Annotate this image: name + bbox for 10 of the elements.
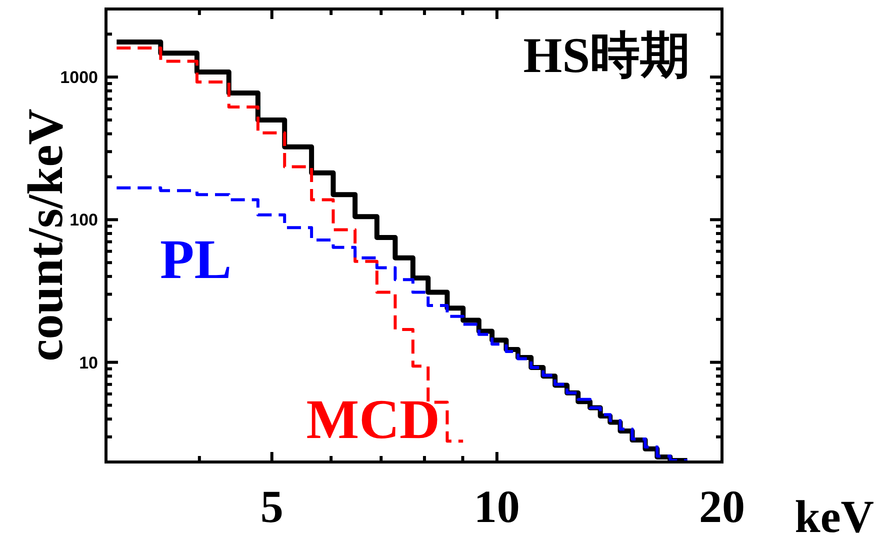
x-tick-label: 5 xyxy=(260,481,284,532)
x-tick-label: 20 xyxy=(699,481,745,532)
y-tick-label: 1000 xyxy=(60,68,98,88)
chart-title: HS時期 xyxy=(523,27,690,83)
series-label: MCD xyxy=(306,389,440,451)
x-axis-title: keV xyxy=(794,491,874,536)
series-label: PL xyxy=(160,229,232,291)
y-tick-label: 10 xyxy=(79,353,98,372)
y-tick-label: 100 xyxy=(70,210,98,230)
x-tick-label: 10 xyxy=(474,481,520,532)
